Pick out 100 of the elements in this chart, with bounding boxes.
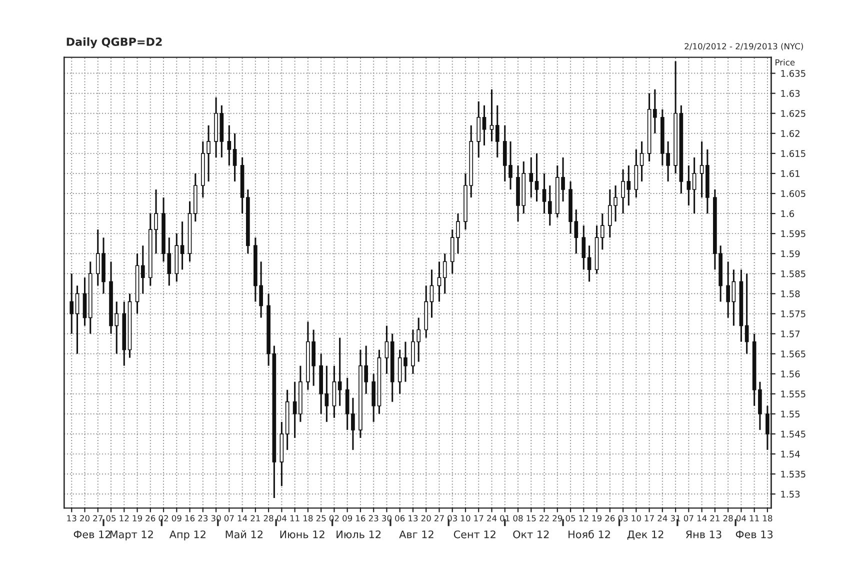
x-tick-label: 14 <box>238 515 248 522</box>
y-tick-label: 1.56 <box>781 370 800 378</box>
x-tick-label: 11 <box>750 515 759 522</box>
y-tick-label: 1.625 <box>781 110 806 117</box>
x2-tick-label: Июль 12 <box>336 530 381 538</box>
x-tick-label: 03 <box>448 515 457 522</box>
candlestick <box>384 324 389 375</box>
x-tick-label: 15 <box>526 515 536 522</box>
x-tick-label: 22 <box>540 515 549 522</box>
candlestick <box>529 156 534 198</box>
x-tick-label: 13 <box>67 515 76 522</box>
x-tick-label: 26 <box>146 515 156 522</box>
x-tick-label: 10 <box>632 515 641 522</box>
x-tick-label: 26 <box>605 515 615 522</box>
x2-tick-label: Фев 13 <box>736 530 773 538</box>
x-tick-label: 05 <box>566 515 576 522</box>
candlestick <box>534 152 539 202</box>
x-tick-label: 05 <box>106 515 116 522</box>
x2-tick-label: Дек 12 <box>627 530 664 540</box>
x-tick-label: 28 <box>264 515 274 522</box>
x-tick-label: 24 <box>487 515 497 522</box>
x-tick-label: 18 <box>763 515 772 522</box>
x-tick-label: 06 <box>395 515 405 522</box>
y-tick-label: 1.62 <box>781 130 800 137</box>
candlestick <box>621 168 625 214</box>
x-tick-label: 11 <box>290 515 300 522</box>
candlestick <box>227 124 232 166</box>
x-tick-label: 18 <box>304 515 313 522</box>
y-tick-label: 1.53 <box>781 490 800 498</box>
y-tick-label: 1.55 <box>781 410 800 418</box>
x-tick-label: 19 <box>132 515 142 522</box>
x-tick-label: 24 <box>658 515 668 522</box>
candlestick <box>587 244 592 282</box>
candlestick <box>75 284 80 355</box>
y-tick-label: 1.545 <box>781 430 806 438</box>
y-tick-label: 1.565 <box>781 350 806 358</box>
x-tick-label: 29 <box>552 515 562 522</box>
candlestick <box>600 212 604 250</box>
chart-title: Daily QGBP=D2 <box>66 37 162 48</box>
candlestick <box>744 272 749 355</box>
x-tick-label: 13 <box>408 515 418 522</box>
candlestick <box>232 132 237 182</box>
y-tick-label: 1.575 <box>781 310 806 318</box>
candlestick <box>437 260 442 302</box>
y-tick-label: 1.595 <box>781 230 806 238</box>
y-tick-label: 1.6 <box>781 210 794 218</box>
x-tick-label: 16 <box>356 515 366 522</box>
x-tick-label: 10 <box>461 515 470 522</box>
x-tick-label: 16 <box>185 515 195 522</box>
y-tick-label: 1.635 <box>781 70 806 77</box>
candlestick <box>292 381 297 439</box>
x-tick-label: 09 <box>172 515 182 522</box>
candlestick <box>140 244 145 294</box>
y-tick-label: 1.54 <box>781 450 800 458</box>
candlestick <box>180 220 184 270</box>
x-tick-label: 08 <box>513 515 523 522</box>
x-tick-label: 12 <box>579 515 588 522</box>
x-tick-label: 17 <box>474 515 484 522</box>
candlestick <box>653 88 657 134</box>
x-tick-label: 20 <box>80 515 90 522</box>
y-tick-label: 1.59 <box>781 250 800 258</box>
candlestick <box>495 104 500 158</box>
x2-tick-label: Май 12 <box>226 530 262 538</box>
candlestick <box>700 140 704 198</box>
x-tick-label: 27 <box>434 515 444 522</box>
x-tick-label: 23 <box>368 515 378 522</box>
y-tick-label: 1.555 <box>781 390 806 398</box>
x-tick-label: 17 <box>644 515 654 522</box>
x-tick-label: 01 <box>500 515 510 522</box>
x-tick-label: 20 <box>421 515 431 522</box>
chart-subtitle: 2/10/2012 - 2/19/2013 (NYC) <box>684 42 803 50</box>
candlestick <box>732 268 736 326</box>
x-tick-label: 12 <box>120 515 129 522</box>
x-tick-label: 09 <box>342 515 352 522</box>
candlestick <box>482 104 486 146</box>
x-tick-label: 07 <box>224 515 234 522</box>
x-tick-label: 27 <box>93 515 102 522</box>
candlestick <box>548 184 552 226</box>
y-tick-label: 1.61 <box>781 170 800 178</box>
y-axis-title: Price <box>776 59 795 66</box>
x-tick-label: 14 <box>697 515 707 522</box>
y-tick-label: 1.57 <box>781 330 800 338</box>
x-tick-label: 07 <box>684 515 694 522</box>
x2-tick-label: Фев 12 <box>74 530 110 538</box>
x-tick-label: 04 <box>736 515 746 522</box>
y-tick-label: 1.605 <box>781 190 806 198</box>
y-tick-label: 1.615 <box>781 150 806 157</box>
x2-tick-label: Сент 12 <box>454 530 496 538</box>
candlestick <box>686 164 691 206</box>
x-tick-label: 21 <box>250 515 260 522</box>
candlestick <box>442 252 447 294</box>
y-tick-label: 1.58 <box>781 290 800 298</box>
candlestick <box>542 172 546 214</box>
candlestick <box>692 156 696 214</box>
candlestick <box>582 224 586 270</box>
x-tick-label: 25 <box>316 515 326 522</box>
candlestick <box>70 272 74 334</box>
candlestick <box>490 88 494 142</box>
x-tick-label: 23 <box>198 515 208 522</box>
x2-tick-label: Июнь 12 <box>280 530 324 538</box>
